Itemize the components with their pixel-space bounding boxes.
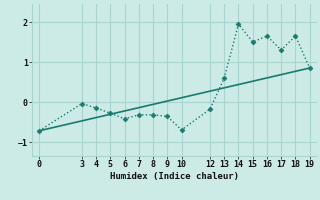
X-axis label: Humidex (Indice chaleur): Humidex (Indice chaleur) bbox=[110, 172, 239, 181]
